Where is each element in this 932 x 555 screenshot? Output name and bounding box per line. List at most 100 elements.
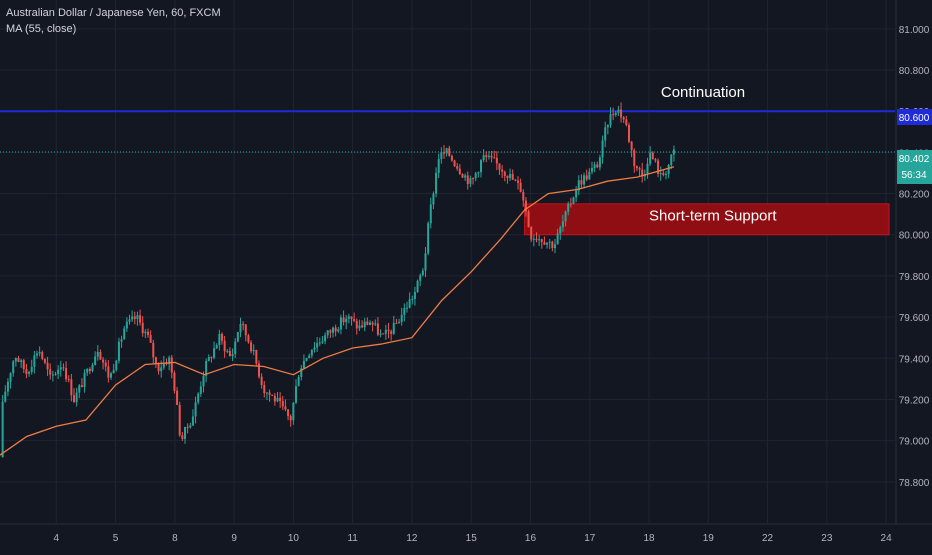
candle-body xyxy=(419,275,422,281)
candle-body xyxy=(324,335,327,342)
x-tick-label: 19 xyxy=(703,533,715,544)
x-tick-label: 24 xyxy=(881,533,893,544)
indicator-label[interactable]: MA (55, close) xyxy=(6,23,77,35)
candle-body xyxy=(297,376,300,387)
candle-body xyxy=(268,392,271,395)
candle-body xyxy=(667,164,670,175)
candle-body xyxy=(321,341,324,343)
candle-body xyxy=(395,322,398,324)
candle-body xyxy=(432,193,435,205)
candle-body xyxy=(612,114,615,116)
candle-body xyxy=(437,159,440,173)
candle-body xyxy=(305,358,308,361)
candle-body xyxy=(387,329,390,332)
candle-body xyxy=(67,379,70,381)
candle-body xyxy=(625,119,628,125)
x-tick-label: 23 xyxy=(821,533,833,544)
price-axis-panel[interactable] xyxy=(896,0,932,524)
candle-body xyxy=(556,233,559,245)
symbol-title[interactable]: Australian Dollar / Japanese Yen, 60, FX… xyxy=(6,7,221,19)
candle-body xyxy=(33,355,36,367)
candle-body xyxy=(279,397,282,402)
candle-body xyxy=(310,349,313,356)
y-tick-label: 79.800 xyxy=(899,272,930,283)
y-tick-label: 79.600 xyxy=(899,313,930,324)
candle-body xyxy=(482,155,485,161)
candle-body xyxy=(133,316,136,319)
candle-body xyxy=(464,175,467,178)
candle-body xyxy=(234,341,237,355)
candle-body xyxy=(400,314,403,322)
candle-body xyxy=(49,369,52,375)
candle-body xyxy=(355,320,358,329)
candle-body xyxy=(123,328,126,340)
y-tick-label: 79.000 xyxy=(899,437,930,448)
candle-body xyxy=(477,172,480,174)
candle-body xyxy=(80,385,83,388)
x-tick-label: 22 xyxy=(762,533,774,544)
candle-body xyxy=(366,321,369,325)
candle-body xyxy=(252,349,255,352)
candle-body xyxy=(25,368,28,374)
candle-body xyxy=(207,357,210,362)
candle-body xyxy=(445,148,448,154)
candle-body xyxy=(503,171,506,176)
candle-body xyxy=(223,340,226,352)
candle-body xyxy=(308,355,311,359)
candle-body xyxy=(493,157,496,159)
y-tick-label: 79.400 xyxy=(899,354,930,365)
candle-body xyxy=(273,395,276,402)
candle-body xyxy=(411,298,414,300)
candle-body xyxy=(392,322,395,334)
candle-body xyxy=(231,354,234,357)
candle-body xyxy=(205,361,208,376)
candle-body xyxy=(580,180,583,185)
candle-body xyxy=(345,318,348,323)
candle-body xyxy=(115,360,118,370)
candle-body xyxy=(316,343,319,348)
time-axis-panel[interactable] xyxy=(0,524,932,550)
candle-body xyxy=(448,148,451,156)
candle-body xyxy=(485,155,488,158)
candle-body xyxy=(57,369,60,375)
candle-body xyxy=(75,392,78,403)
grid-layer xyxy=(0,0,895,523)
candle-body xyxy=(263,384,266,394)
candle-body xyxy=(271,394,274,396)
y-tick-label: 80.200 xyxy=(899,190,930,201)
continuation-annotation[interactable]: Continuation xyxy=(661,84,745,101)
candle-body xyxy=(435,172,438,194)
candle-body xyxy=(96,351,99,357)
candle-body xyxy=(546,242,549,245)
candle-body xyxy=(46,362,49,370)
candle-body xyxy=(4,391,7,402)
support-annotation[interactable]: Short-term Support xyxy=(649,207,777,224)
chart-legend[interactable]: Australian Dollar / Japanese Yen, 60, FX… xyxy=(6,5,221,37)
candle-body xyxy=(429,204,432,224)
x-tick-label: 9 xyxy=(231,533,237,544)
candle-body xyxy=(472,178,475,180)
candle-body xyxy=(601,140,604,158)
candle-body xyxy=(413,291,416,299)
x-tick-labels: 4 5 8 9 10 11 12 15 16 17 18 19 22 23 24 xyxy=(54,533,893,544)
candle-body xyxy=(194,402,197,417)
candle-body xyxy=(620,109,623,118)
candle-body xyxy=(191,416,194,426)
candle-body xyxy=(564,211,567,222)
candle-body xyxy=(157,363,160,372)
x-tick-label: 8 xyxy=(172,533,178,544)
candle-body xyxy=(83,372,86,388)
candle-body xyxy=(136,315,139,319)
candle-body xyxy=(176,390,179,405)
candle-body xyxy=(128,319,131,322)
candle-body xyxy=(403,308,406,315)
candle-body xyxy=(236,332,239,342)
candle-body xyxy=(289,416,292,421)
candle-body xyxy=(662,173,665,176)
candle-body xyxy=(651,152,654,160)
y-tick-label: 79.200 xyxy=(899,395,930,406)
candle-body xyxy=(302,360,305,369)
